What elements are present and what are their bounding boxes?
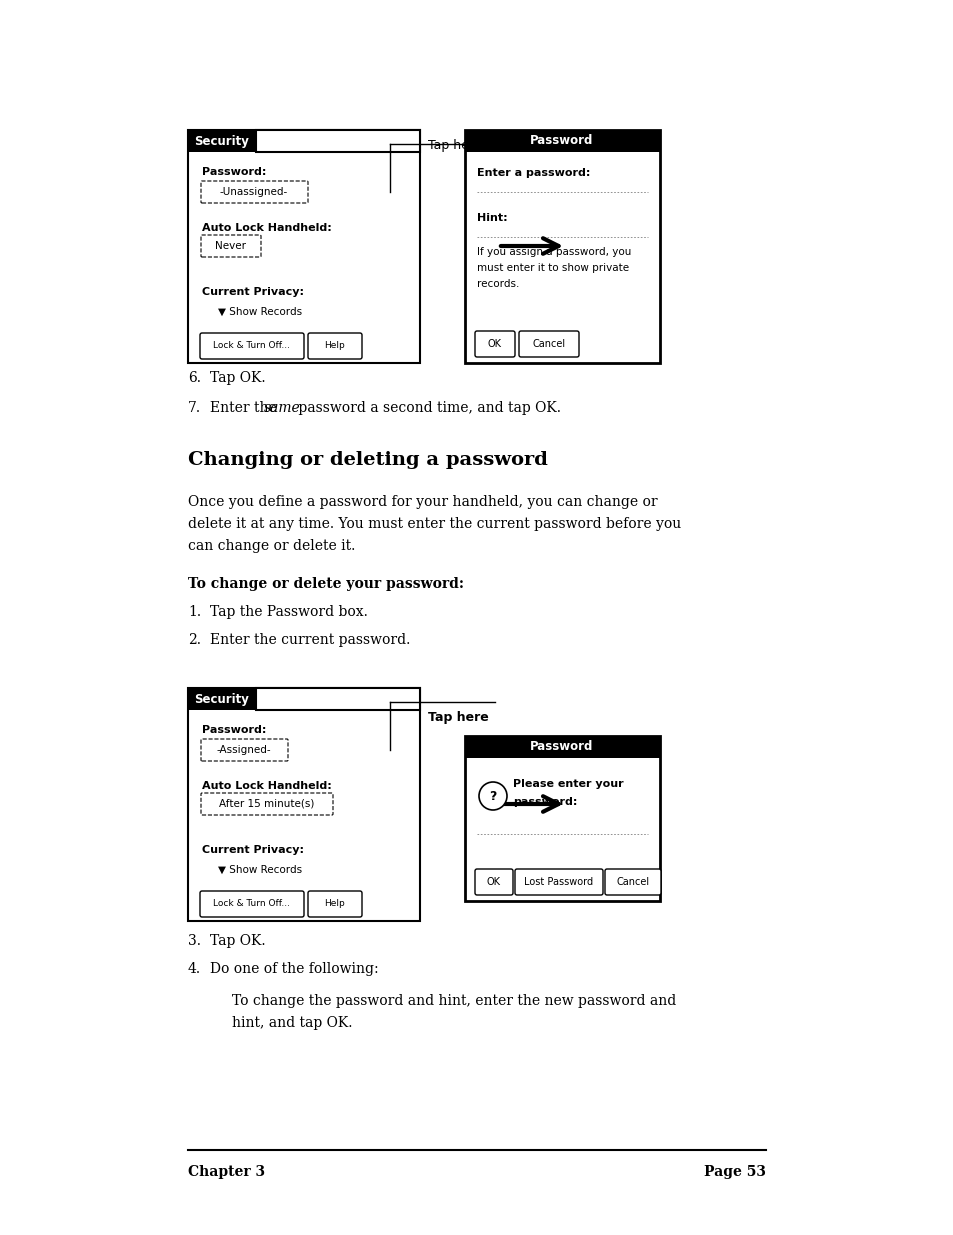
FancyBboxPatch shape [308, 890, 361, 918]
Text: -Unassigned-: -Unassigned- [219, 186, 288, 198]
FancyBboxPatch shape [201, 182, 308, 203]
Text: 3.: 3. [188, 934, 201, 948]
FancyBboxPatch shape [201, 739, 288, 761]
Text: Password:: Password: [202, 167, 266, 177]
Bar [464, 130, 659, 152]
FancyBboxPatch shape [201, 793, 333, 815]
Text: Never: Never [215, 241, 246, 251]
Text: hint, and tap OK.: hint, and tap OK. [232, 1016, 352, 1030]
Text: If you assign a password, you: If you assign a password, you [476, 247, 631, 257]
Text: Changing or deleting a password: Changing or deleting a password [188, 451, 547, 469]
Text: Please enter your: Please enter your [513, 779, 623, 789]
Text: 7.: 7. [188, 401, 201, 415]
Text: OK: OK [488, 338, 501, 350]
Text: Cancel: Cancel [532, 338, 565, 350]
Text: Enter a password:: Enter a password: [476, 168, 590, 178]
Text: Security: Security [193, 693, 249, 705]
FancyBboxPatch shape [604, 869, 660, 895]
Text: must enter it to show private: must enter it to show private [476, 263, 628, 273]
Bar [188, 688, 419, 921]
Text: OK: OK [486, 877, 500, 887]
Text: Enter the: Enter the [210, 401, 281, 415]
FancyBboxPatch shape [308, 333, 361, 359]
Bar [255, 688, 419, 710]
Text: Current Privacy:: Current Privacy: [202, 287, 304, 296]
Text: ▼ Show Records: ▼ Show Records [218, 308, 302, 317]
Text: ?: ? [489, 789, 497, 803]
Text: Hint:: Hint: [476, 212, 507, 224]
Text: After 15 minute(s): After 15 minute(s) [219, 799, 314, 809]
Text: password:: password: [513, 797, 577, 806]
Text: password a second time, and tap OK.: password a second time, and tap OK. [294, 401, 560, 415]
Text: Auto Lock Handheld:: Auto Lock Handheld: [202, 224, 332, 233]
Text: Password: Password [530, 135, 593, 147]
Text: Tap here: Tap here [428, 711, 488, 725]
Bar [255, 130, 419, 152]
Bar [464, 736, 659, 758]
Circle shape [478, 782, 506, 810]
Bar [188, 688, 419, 710]
Text: Current Privacy:: Current Privacy: [202, 845, 304, 855]
Text: Help: Help [324, 342, 345, 351]
Text: 1.: 1. [188, 605, 201, 619]
Text: can change or delete it.: can change or delete it. [188, 538, 355, 553]
Text: ▼ Show Records: ▼ Show Records [218, 864, 302, 876]
Text: Once you define a password for your handheld, you can change or: Once you define a password for your hand… [188, 495, 657, 509]
Bar [188, 130, 419, 152]
Text: same: same [264, 401, 300, 415]
Bar [255, 688, 419, 710]
FancyBboxPatch shape [518, 331, 578, 357]
Text: 2.: 2. [188, 634, 201, 647]
Text: -Assigned-: -Assigned- [216, 745, 271, 755]
Bar [464, 130, 659, 363]
Text: Lock & Turn Off...: Lock & Turn Off... [213, 899, 291, 909]
Text: Password:: Password: [202, 725, 266, 735]
Text: Tap OK.: Tap OK. [210, 934, 265, 948]
Text: Cancel: Cancel [616, 877, 649, 887]
Text: delete it at any time. You must enter the current password before you: delete it at any time. You must enter th… [188, 517, 680, 531]
Text: Security: Security [193, 135, 249, 147]
FancyBboxPatch shape [475, 331, 515, 357]
Bar [255, 130, 419, 152]
FancyBboxPatch shape [201, 235, 261, 257]
FancyBboxPatch shape [475, 869, 513, 895]
Text: Page 53: Page 53 [703, 1165, 765, 1179]
FancyBboxPatch shape [200, 890, 304, 918]
Text: To change or delete your password:: To change or delete your password: [188, 577, 463, 592]
Bar [188, 130, 419, 363]
Text: Password: Password [530, 741, 593, 753]
Text: Chapter 3: Chapter 3 [188, 1165, 265, 1179]
Text: records.: records. [476, 279, 518, 289]
FancyBboxPatch shape [200, 333, 304, 359]
Text: Enter the current password.: Enter the current password. [210, 634, 410, 647]
Text: To change the password and hint, enter the new password and: To change the password and hint, enter t… [232, 994, 676, 1008]
Text: Help: Help [324, 899, 345, 909]
Text: Auto Lock Handheld:: Auto Lock Handheld: [202, 781, 332, 790]
FancyBboxPatch shape [515, 869, 602, 895]
Text: Tap here: Tap here [428, 138, 481, 152]
Text: Do one of the following:: Do one of the following: [210, 962, 378, 976]
Text: 6.: 6. [188, 370, 201, 385]
Bar [464, 736, 659, 902]
Text: 4.: 4. [188, 962, 201, 976]
Text: Lost Password: Lost Password [524, 877, 593, 887]
Text: Tap the Password box.: Tap the Password box. [210, 605, 368, 619]
Text: Tap OK.: Tap OK. [210, 370, 265, 385]
Text: Lock & Turn Off...: Lock & Turn Off... [213, 342, 291, 351]
